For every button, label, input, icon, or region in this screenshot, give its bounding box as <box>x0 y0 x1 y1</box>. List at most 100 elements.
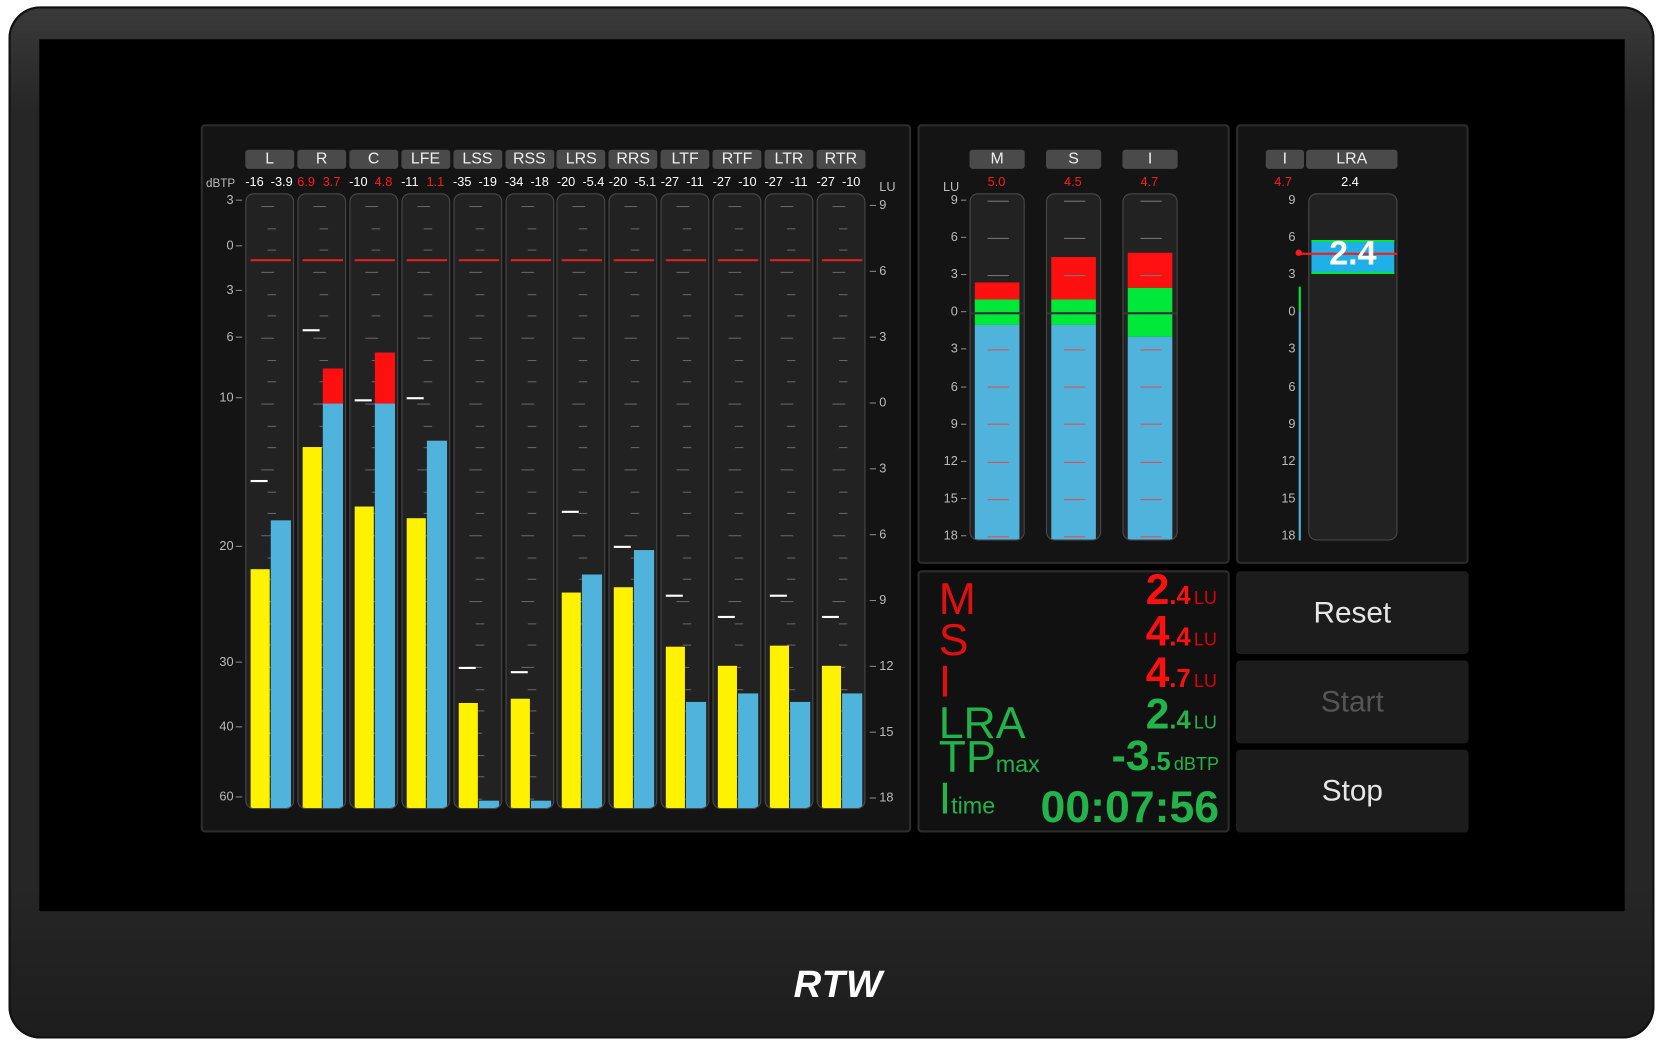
meter-tick <box>786 644 796 647</box>
channel-label: RTR <box>816 149 866 169</box>
channel-label: LRS <box>556 149 606 169</box>
meter-tick <box>1140 200 1162 202</box>
loudness-bar <box>270 519 291 809</box>
meter-tick <box>1064 461 1086 463</box>
reference-mark <box>614 259 655 262</box>
meter-tick <box>780 205 794 208</box>
channel-peak-readout: -10 <box>349 174 368 190</box>
loudness-scale-tick <box>961 274 967 276</box>
db-scale-tick <box>235 397 243 399</box>
readout-tp-int: -3 <box>1111 732 1150 780</box>
meter-tick <box>838 381 848 383</box>
readout-tp-dec: .5 <box>1149 747 1171 777</box>
lu-scale-tick <box>869 797 877 799</box>
meter-tick <box>832 469 846 471</box>
meter-tick <box>838 249 848 251</box>
channel-loudness-readout: 4.8 <box>374 174 393 190</box>
loudness-scale-label: 6 <box>950 378 958 394</box>
meter-tick <box>987 200 1009 202</box>
loudness-scale-tick <box>961 348 967 350</box>
meter-tick <box>838 425 848 427</box>
meter-tick <box>267 513 277 515</box>
channel-loudness-readout: -11 <box>790 174 808 190</box>
meter-tick <box>987 536 1009 538</box>
readout-i-dec: .7 <box>1169 664 1191 694</box>
meter-tick <box>579 447 588 449</box>
meter-tick <box>416 403 430 405</box>
meter-tick <box>468 535 482 537</box>
meter-tick <box>527 754 536 756</box>
channel-meter <box>452 193 502 810</box>
loudness-scale-label: 9 <box>950 415 958 431</box>
lu-scale-label: 6 <box>879 526 887 542</box>
lra-scale-label: 6 <box>1288 378 1296 394</box>
readout-tp-unit: dBTP <box>1173 753 1220 775</box>
db-scale-tick <box>235 661 243 663</box>
loudness-bar <box>974 324 1020 540</box>
db-scale-label: 20 <box>219 538 234 554</box>
integrated-marker-dot <box>1295 249 1302 256</box>
meter-tick <box>475 644 484 647</box>
meter-tick <box>423 359 432 361</box>
readout-tp-sub: max <box>995 750 1040 778</box>
meter-tick <box>365 337 378 339</box>
meter-tick <box>416 271 430 273</box>
meter-tick <box>832 205 846 208</box>
loudness-scale-label: 6 <box>950 229 958 245</box>
meter-tick <box>683 557 692 559</box>
meter-tick <box>780 601 794 603</box>
meter-tick <box>475 447 484 449</box>
db-unit-label: dBTP <box>206 177 236 191</box>
meter-tick <box>267 425 277 427</box>
true-peak-bar <box>458 702 478 809</box>
loudness-over-bar <box>374 353 395 404</box>
meter-tick <box>475 579 484 581</box>
meter-tick <box>319 227 329 229</box>
integrated-marker-line <box>1297 252 1398 255</box>
reset-button[interactable]: Reset <box>1236 571 1469 655</box>
lu-scale-tick <box>869 665 877 667</box>
meter-tick <box>579 557 588 559</box>
db-scale-label: 30 <box>219 654 234 669</box>
channel-label: C <box>349 149 398 169</box>
meter-tick <box>734 381 744 383</box>
meter-tick <box>1064 424 1086 426</box>
meter-tick <box>786 513 796 515</box>
lu-scale-label: 9 <box>879 197 887 213</box>
zero-divider <box>1047 312 1101 315</box>
true-peak-bar <box>406 518 426 809</box>
db-scale-label: 6 <box>226 329 234 345</box>
db-scale-label: 3 <box>226 282 234 298</box>
meter-tick <box>631 513 640 515</box>
meter-tick <box>1140 498 1162 500</box>
lu-scale-label: 6 <box>879 263 887 279</box>
meter-tick <box>527 579 536 581</box>
lu-scale-tick <box>869 336 877 338</box>
meter-tick <box>1064 237 1086 239</box>
meter-tick <box>676 469 690 471</box>
lu-scale-tick <box>869 599 877 602</box>
meter-tick <box>728 535 742 537</box>
over-bar <box>974 282 1020 300</box>
readout-row-time: Itime 00:07:56 <box>939 776 1219 829</box>
meter-tick <box>475 776 484 778</box>
meter-tick <box>631 293 640 295</box>
peak-hold-mark <box>458 666 476 670</box>
meter-tick <box>365 469 378 471</box>
reference-mark <box>510 259 551 262</box>
stop-button[interactable]: Stop <box>1236 749 1469 833</box>
meter-tick <box>520 469 534 471</box>
meter-tick <box>838 359 848 361</box>
loudness-scale-label: 9 <box>950 192 958 208</box>
meter-tick <box>365 271 378 273</box>
meter-tick <box>579 381 588 383</box>
meter-tick <box>527 623 536 625</box>
meter-tick <box>572 535 586 537</box>
channel-label: R <box>297 149 347 169</box>
reference-mark <box>250 259 291 262</box>
channel-peak-readout: -27 <box>816 174 835 190</box>
start-button[interactable]: Start <box>1236 660 1469 744</box>
meter-tick <box>475 359 484 361</box>
meter-tick <box>683 491 692 493</box>
readout-m-unit: LU <box>1193 588 1217 609</box>
